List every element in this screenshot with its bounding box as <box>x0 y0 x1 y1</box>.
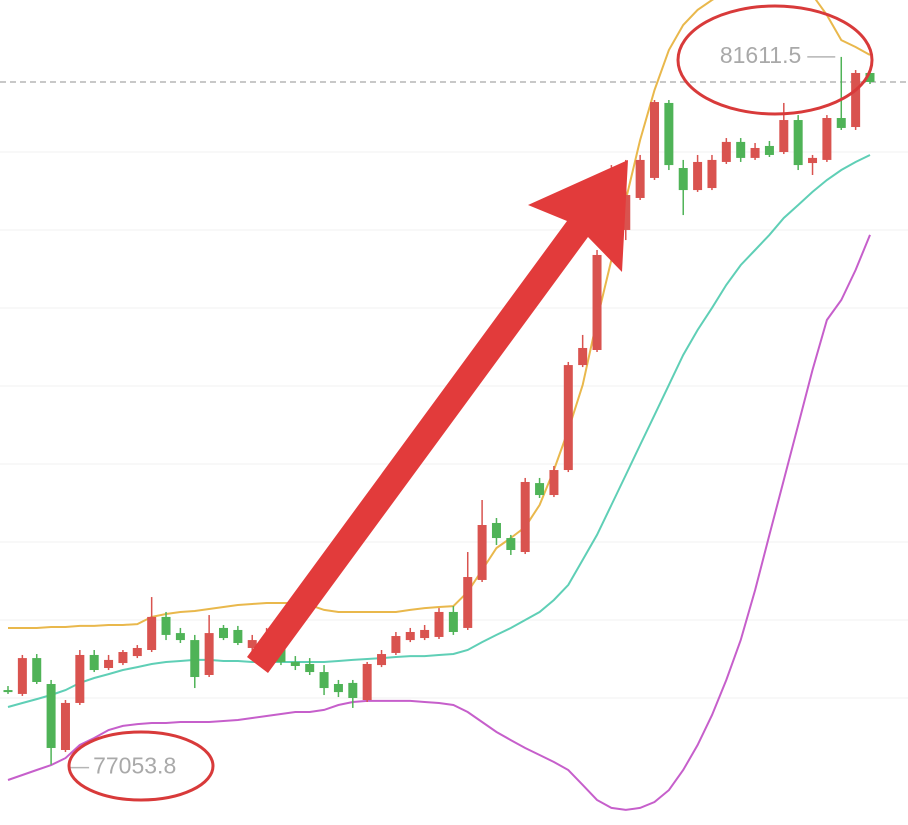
candle-body <box>635 159 645 198</box>
candle-body <box>851 72 861 128</box>
candle-body <box>463 577 473 628</box>
candle-body <box>592 254 602 350</box>
band-line <box>8 0 871 629</box>
candle-body <box>391 636 401 653</box>
candle-body <box>736 141 746 158</box>
candle-body <box>535 483 545 496</box>
candle-body <box>247 640 257 648</box>
candle-body <box>17 658 27 694</box>
band-line <box>7 234 871 811</box>
candle-body <box>664 102 674 166</box>
candle-body <box>650 102 659 178</box>
candle-body <box>75 654 85 703</box>
candle-body <box>290 661 300 666</box>
highlight-ellipse <box>676 4 874 116</box>
annotations: 81611.5 77053.8 <box>69 42 836 779</box>
annotation-label: 77053.8 <box>93 753 176 779</box>
candle-body <box>477 525 487 580</box>
highlight-ellipse <box>67 730 215 802</box>
candle-body <box>89 654 99 671</box>
candle-body <box>808 157 818 164</box>
candle-body <box>3 690 13 693</box>
candle-body <box>132 647 142 657</box>
candle-body <box>491 522 501 539</box>
candle-body <box>506 538 516 550</box>
candle-body <box>377 654 387 666</box>
band-line <box>7 154 871 708</box>
candle-body <box>836 118 846 128</box>
candle-body <box>104 659 114 669</box>
candle-body <box>420 629 430 639</box>
candle-body <box>32 658 42 682</box>
candle-body <box>204 633 214 675</box>
candle-body <box>578 347 588 366</box>
candle-body <box>693 161 703 191</box>
candle-body <box>405 631 415 641</box>
candle-body <box>118 652 128 664</box>
trend-arrow <box>247 160 628 673</box>
candle-body <box>190 640 200 678</box>
candle-body <box>865 72 875 82</box>
candle-body <box>822 118 832 160</box>
annotation-label: 81611.5 <box>720 42 801 68</box>
candle-body <box>448 611 458 632</box>
candle-body <box>161 616 171 635</box>
candle-body <box>333 684 343 693</box>
candle-body <box>147 616 157 650</box>
candle-body <box>678 168 688 191</box>
candle-body <box>348 682 358 698</box>
candle-body <box>175 633 185 641</box>
candle-body <box>362 663 372 700</box>
candle-body <box>520 481 530 553</box>
candle-body <box>434 611 444 637</box>
candle-body <box>46 684 56 748</box>
candle-body <box>793 120 803 166</box>
candle-body <box>621 195 631 230</box>
candle-body <box>60 702 70 750</box>
candle-body <box>707 159 717 189</box>
candle-body <box>721 141 731 162</box>
candle-body <box>750 147 760 158</box>
candle-body <box>563 365 573 471</box>
candle-body <box>305 663 315 673</box>
candle-body <box>233 629 243 644</box>
candle-body <box>779 120 789 153</box>
candle-body <box>219 627 228 639</box>
candle-body <box>319 672 329 689</box>
candle-body <box>549 470 559 496</box>
candle-body <box>764 145 774 155</box>
